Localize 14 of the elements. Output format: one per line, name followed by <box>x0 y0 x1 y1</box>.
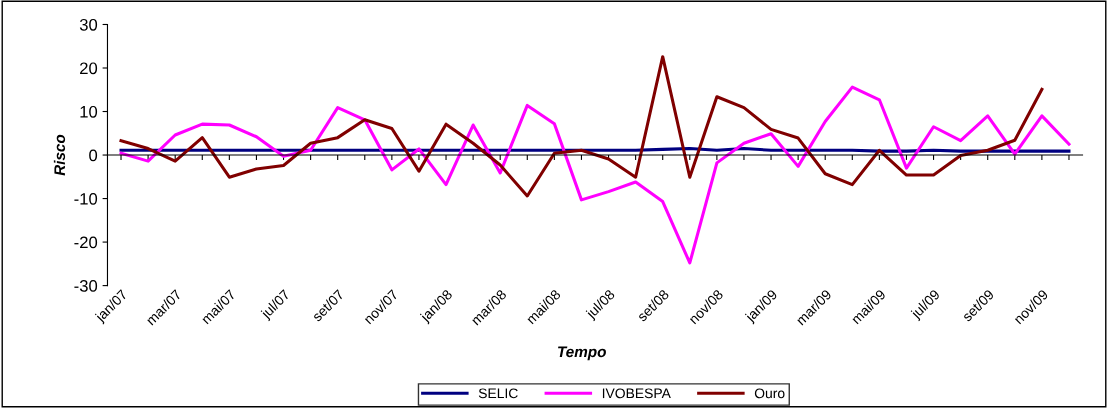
y-tick-label: 20 <box>80 62 98 75</box>
y-tick-label: 0 <box>89 149 98 162</box>
legend-label: SELIC <box>478 388 518 399</box>
y-tick-label: -10 <box>74 192 98 205</box>
x-axis-title: Tempo <box>558 346 606 361</box>
y-tick-label: 10 <box>80 105 98 118</box>
y-tick-label: -20 <box>74 236 98 249</box>
line-series <box>119 85 1071 265</box>
y-tick-label: -30 <box>74 280 98 292</box>
line-series <box>119 55 1044 198</box>
legend-label: Ouro <box>754 388 785 399</box>
y-axis-title: Risco <box>53 134 66 176</box>
legend-label: IVOBESPA <box>602 388 671 399</box>
y-tick-label: 30 <box>79 18 98 31</box>
